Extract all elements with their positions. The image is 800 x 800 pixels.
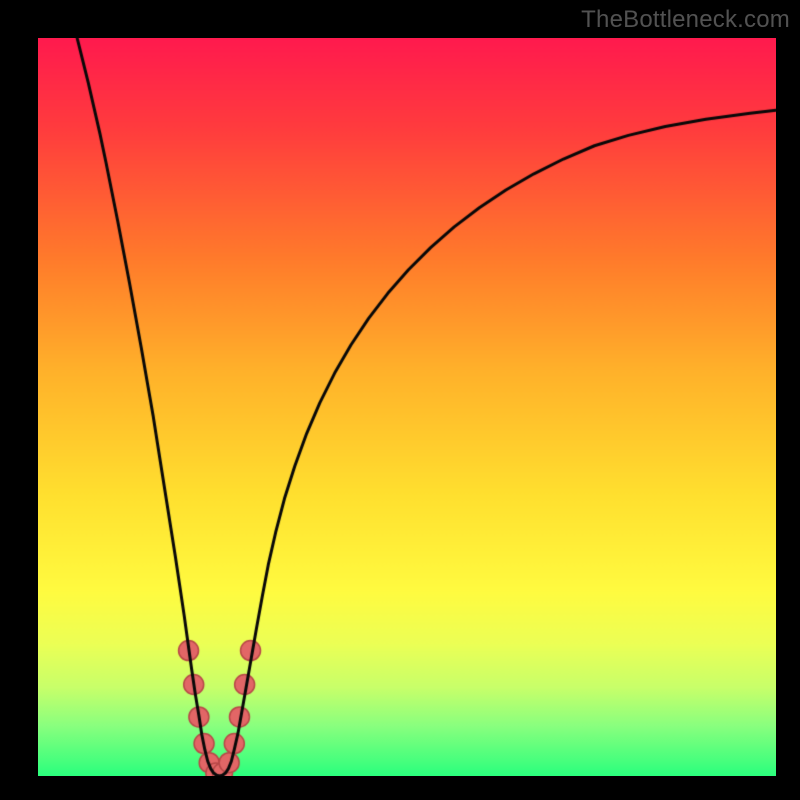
bottleneck-curve-chart: [38, 38, 776, 776]
watermark-text: TheBottleneck.com: [581, 6, 790, 34]
chart-container: TheBottleneck.com: [0, 0, 800, 800]
